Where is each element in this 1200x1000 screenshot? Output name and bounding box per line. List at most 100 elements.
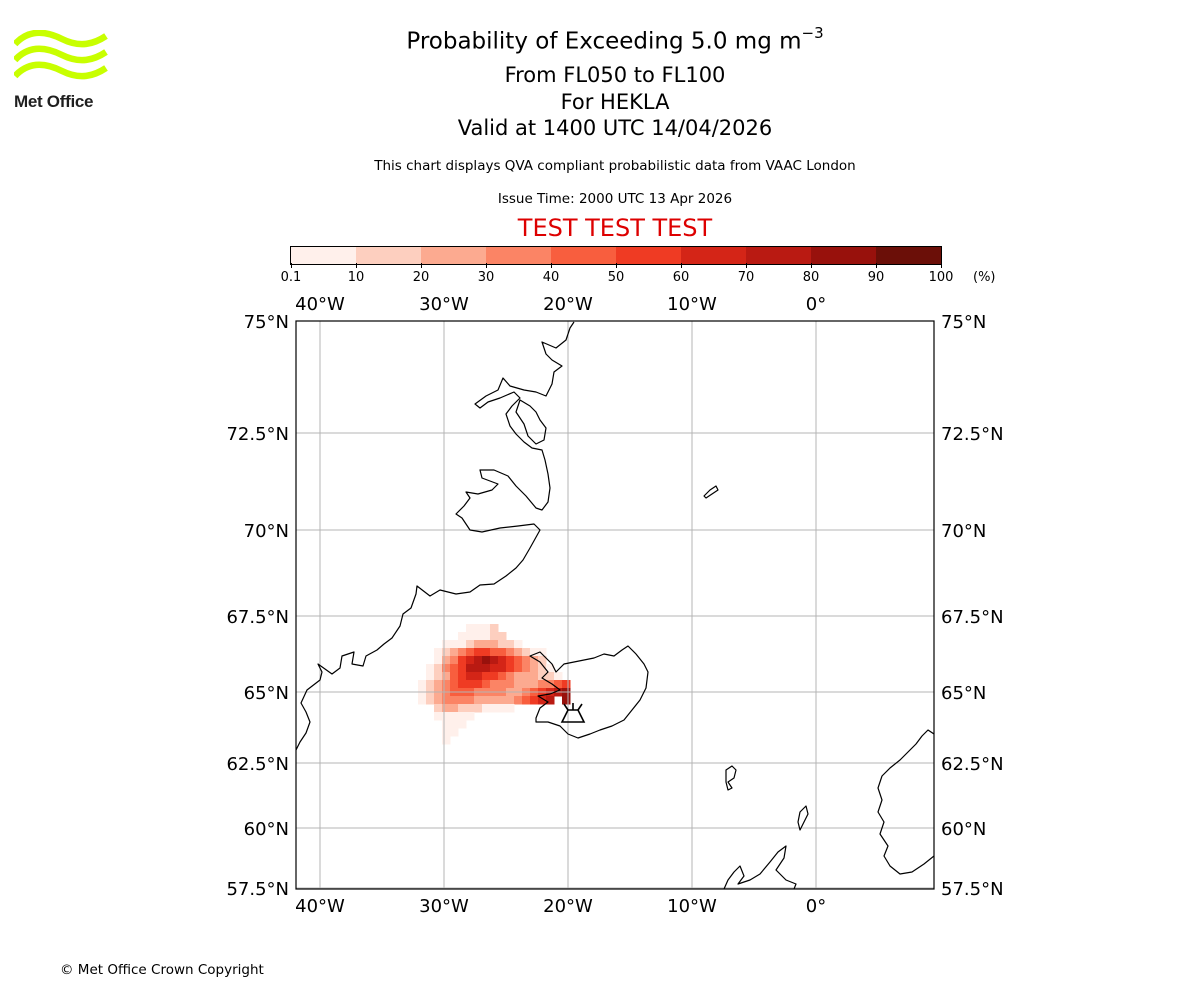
plume-cell (482, 624, 491, 633)
latitude-label-right: 75°N (941, 312, 986, 333)
latitude-label-right: 72.5°N (941, 424, 1004, 445)
colorbar-tickmark (356, 263, 357, 268)
latitude-label-right: 57.5°N (941, 879, 1004, 900)
plume-cell (562, 696, 571, 705)
plume-cell (482, 632, 491, 641)
plume-cell (506, 656, 515, 665)
plume-cell (506, 704, 515, 713)
chart-title: Probability of Exceeding 5.0 mg m−3 (0, 24, 1200, 55)
plume-cell (506, 648, 515, 657)
plume-cell (562, 680, 571, 689)
plume-cell (466, 664, 475, 673)
plume-cell (458, 656, 467, 665)
colorbar-tick-label: 20 (412, 270, 430, 285)
volcano-name: For HEKLA (560, 90, 670, 114)
colorbar-tick-label: 50 (607, 270, 625, 285)
iceland-coastline (529, 645, 649, 739)
plume-cell (514, 664, 523, 673)
longitude-label-top: 0° (806, 294, 826, 315)
plume-cell (490, 672, 499, 681)
colorbar-tickmark (551, 263, 552, 268)
plume-cell (450, 704, 459, 713)
plume-cell (530, 656, 539, 665)
plume-cell (474, 656, 483, 665)
plume-cell (506, 696, 515, 705)
colorbar-tick-label: 10 (347, 270, 365, 285)
plume-cell (538, 664, 547, 673)
colorbar-segment (486, 247, 551, 264)
longitude-label-bottom: 40°W (295, 896, 345, 917)
plume-cell (490, 680, 499, 689)
norway-coastline (877, 729, 934, 875)
plume-cell (546, 696, 555, 705)
map-frame (295, 320, 935, 890)
colorbar-tickmark (941, 263, 942, 268)
plume-cell (490, 704, 499, 713)
colorbar-tickmark (876, 263, 877, 268)
plume-cell (442, 664, 451, 673)
plume-cell (490, 696, 499, 705)
plume-cell (426, 680, 435, 689)
volcano-icon (560, 703, 586, 723)
longitude-label-top: 40°W (295, 294, 345, 315)
plume-cell (514, 696, 523, 705)
plume-cell (498, 640, 507, 649)
chart-subtitle: This chart displays QVA compliant probab… (374, 158, 856, 174)
plume-cell (450, 712, 459, 721)
colorbar-segment (291, 247, 356, 264)
copyright-notice: © Met Office Crown Copyright (60, 962, 264, 978)
plume-cell (426, 672, 435, 681)
plume-cell (442, 680, 451, 689)
colorbar-segment (746, 247, 811, 264)
colorbar-tick-label: 0.1 (280, 270, 302, 285)
latitude-label-right: 65°N (941, 683, 986, 704)
latitude-label-right: 70°N (941, 521, 986, 542)
plume-cell (474, 648, 483, 657)
plume-cell (474, 624, 483, 633)
colorbar-segment (356, 247, 421, 264)
plume-cell (506, 664, 515, 673)
plume-cell (514, 640, 523, 649)
plume-cell (498, 696, 507, 705)
issue-time: Issue Time: 2000 UTC 13 Apr 2026 (497, 191, 733, 207)
plume-cell (458, 672, 467, 681)
plume-cell (466, 656, 475, 665)
faroe-islands-coastline (725, 765, 737, 791)
plume-cell (458, 664, 467, 673)
plume-cell (442, 712, 451, 721)
plume-cell (522, 696, 531, 705)
plume-cell (450, 680, 459, 689)
plume-cell (482, 656, 491, 665)
plume-cell (474, 704, 483, 713)
plume-cell (546, 680, 555, 689)
plume-cell (530, 680, 539, 689)
plume-cell (442, 672, 451, 681)
colorbar-segment (551, 247, 616, 264)
plume-cell (490, 624, 499, 633)
plume-cell (498, 632, 507, 641)
plume-cell (482, 680, 491, 689)
plume-cell (458, 680, 467, 689)
colorbar-tick-label: 80 (802, 270, 820, 285)
colorbar-tickmark (811, 263, 812, 268)
plume-cell (522, 672, 531, 681)
plume-cell (442, 704, 451, 713)
test-banner: TEST TEST TEST (517, 214, 713, 242)
axis-labels: 40°W 40°W 30°W 30°W 20°W 20°W 10°W 10°W 0° 0° 75°N… (226, 294, 1003, 917)
plume-cell (482, 704, 491, 713)
plume-cell (434, 656, 443, 665)
plume-cell (514, 672, 523, 681)
plume-cell (490, 640, 499, 649)
plume-cell (506, 672, 515, 681)
latitude-label-left: 67.5°N (226, 607, 289, 628)
plume-cell (554, 672, 563, 681)
plume-cell (498, 704, 507, 713)
plume-cell (482, 648, 491, 657)
latitude-label-left: 62.5°N (226, 754, 289, 775)
plume-cell (434, 712, 443, 721)
plume-cell (466, 704, 475, 713)
plume-cell (434, 696, 443, 705)
plume-cell (466, 680, 475, 689)
plume-cell (522, 680, 531, 689)
